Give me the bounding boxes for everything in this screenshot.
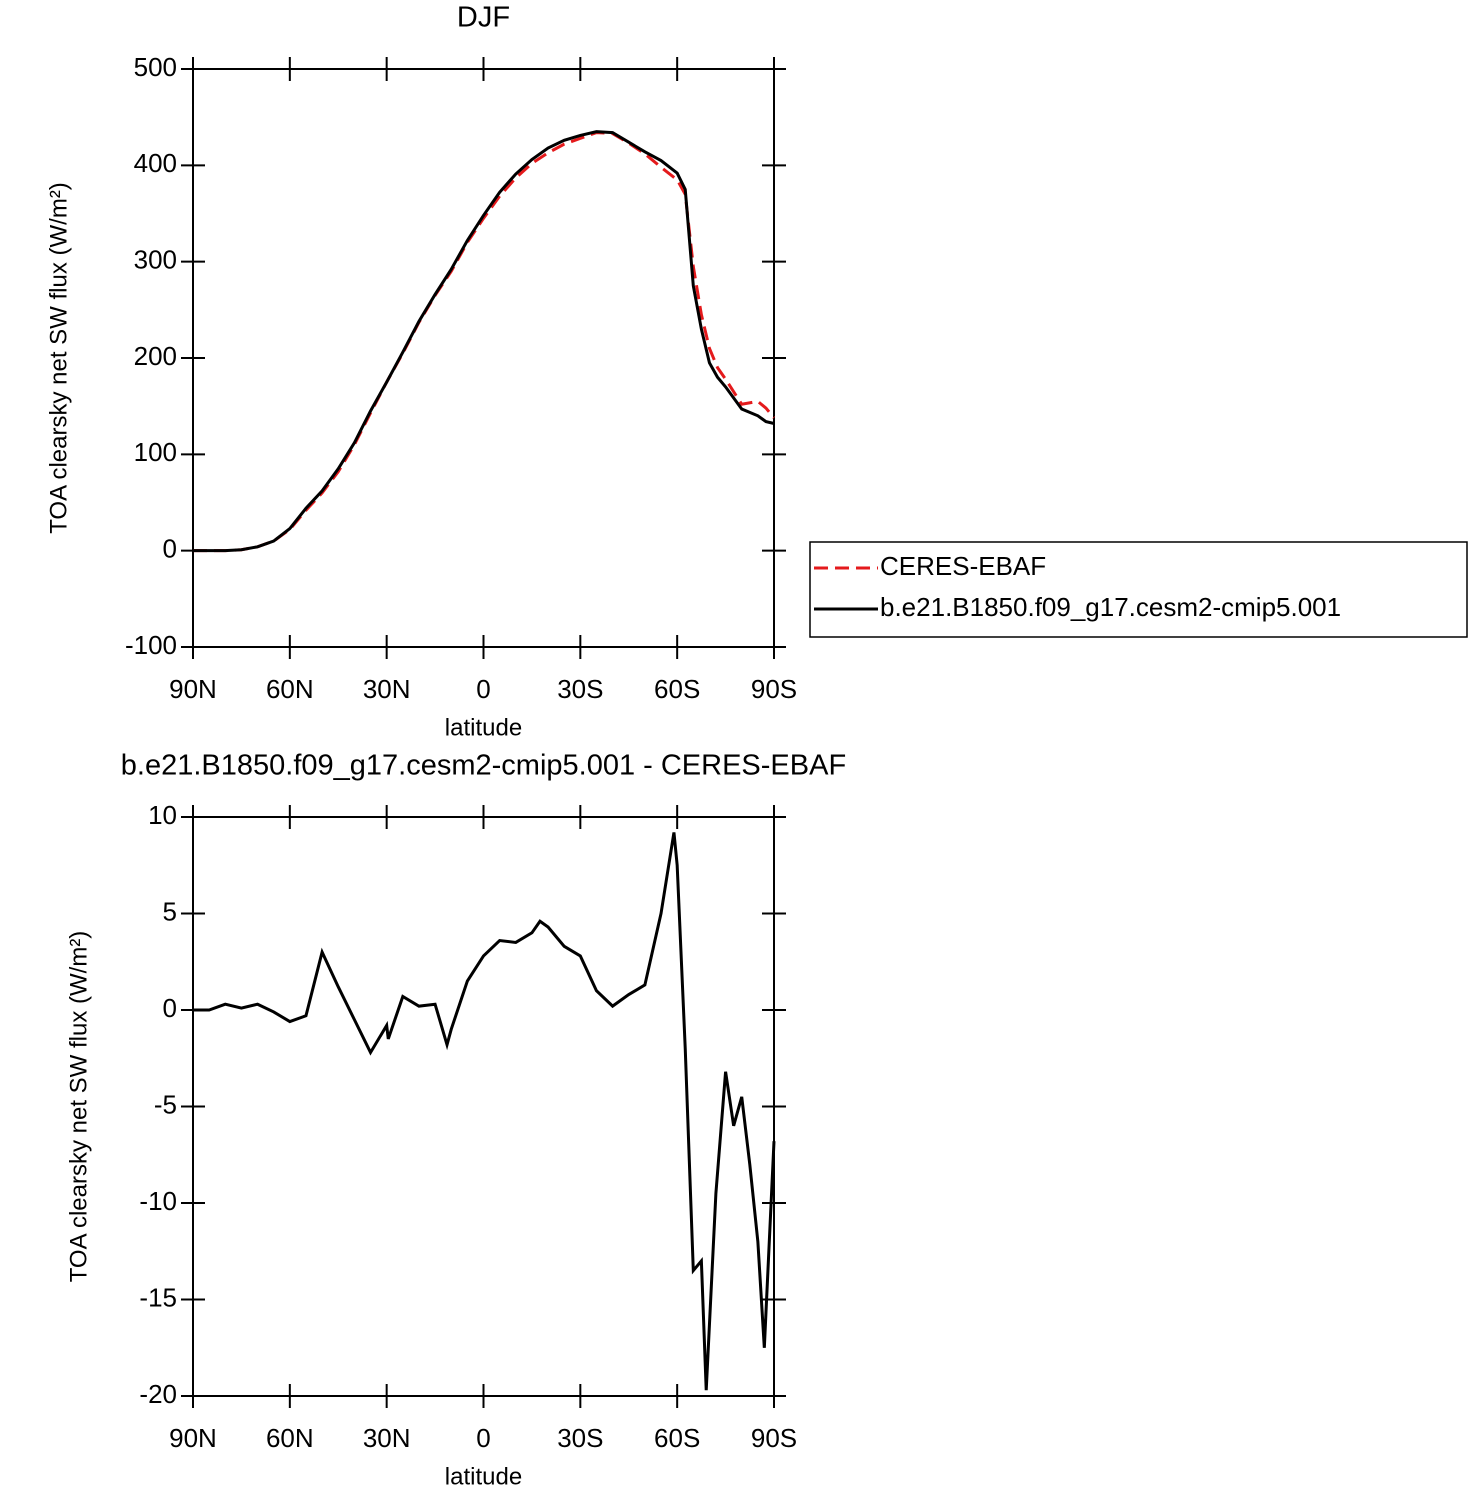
legend-box (809, 541, 1468, 638)
y-tick-label: 100 (134, 437, 177, 467)
x-tick-label: 60N (266, 1423, 314, 1453)
y-tick-label: 5 (163, 896, 177, 926)
x-tick-label: 60N (266, 674, 314, 704)
x-axis-label: latitude (445, 1463, 522, 1490)
x-tick-label: 60S (654, 1423, 700, 1453)
x-tick-label: 30N (363, 674, 411, 704)
x-tick-label: 30S (557, 1423, 603, 1453)
x-tick-label: 90N (169, 674, 217, 704)
x-tick-label: 0 (476, 1423, 490, 1453)
chart-title: b.e21.B1850.f09_g17.cesm2-cmip5.001 - CE… (121, 750, 846, 782)
x-tick-label: 30N (363, 1423, 411, 1453)
y-tick-label: 200 (134, 341, 177, 371)
y-tick-label: -100 (125, 630, 177, 660)
y-tick-label: 0 (163, 993, 177, 1023)
y-tick-label: 500 (134, 52, 177, 82)
x-tick-label: 60S (654, 674, 700, 704)
plot-frame (192, 816, 775, 1397)
x-tick-label: 0 (476, 674, 490, 704)
y-tick-label: 0 (163, 534, 177, 564)
y-tick-label: 300 (134, 245, 177, 275)
x-tick-label: 90S (751, 1423, 797, 1453)
y-tick-label: -20 (139, 1379, 177, 1409)
x-tick-label: 30S (557, 674, 603, 704)
legend-label: b.e21.B1850.f09_g17.cesm2-cmip5.001 (880, 592, 1341, 622)
chart-title: DJF (457, 2, 510, 34)
x-axis-label: latitude (445, 714, 522, 741)
y-tick-label: -5 (154, 1089, 177, 1119)
y-tick-label: -15 (139, 1282, 177, 1312)
y-axis-label: TOA clearsky net SW flux (W/m²) (45, 182, 72, 534)
y-tick-label: -10 (139, 1186, 177, 1216)
x-tick-label: 90N (169, 1423, 217, 1453)
x-tick-label: 90S (751, 674, 797, 704)
y-axis-label: TOA clearsky net SW flux (W/m²) (65, 931, 92, 1283)
legend-label: CERES-EBAF (880, 551, 1046, 581)
plot-frame (192, 68, 775, 648)
y-tick-label: 10 (148, 800, 177, 830)
y-tick-label: 400 (134, 148, 177, 178)
data-line (193, 130, 775, 553)
data-line (193, 832, 776, 1391)
